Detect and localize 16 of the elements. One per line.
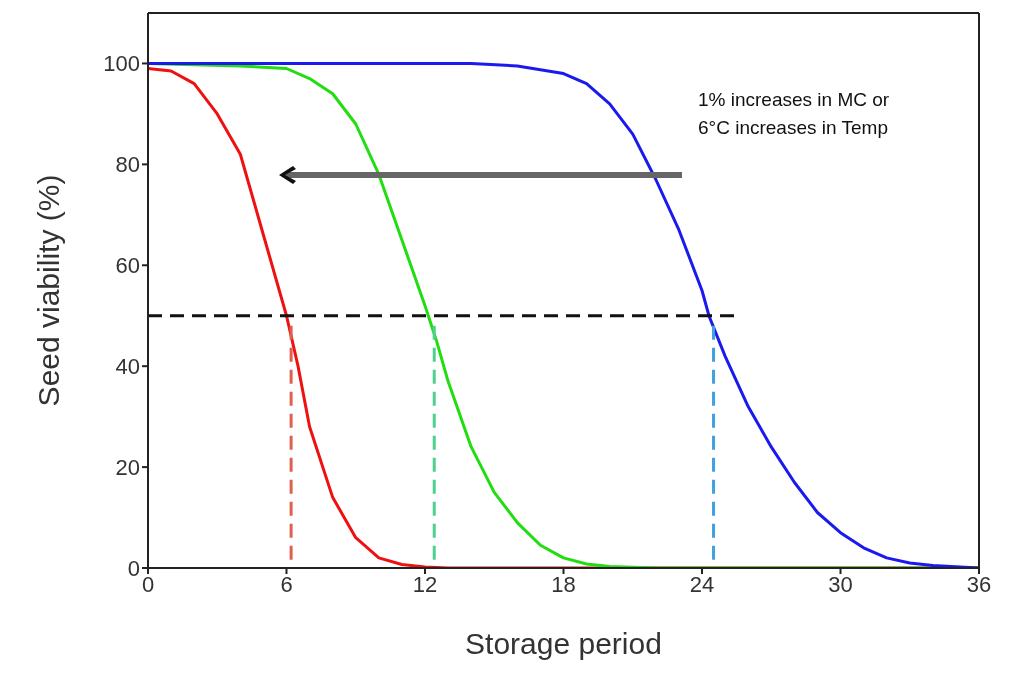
- x-tick-label: 24: [689, 571, 715, 597]
- y-tick-label: 20: [115, 454, 140, 480]
- x-tick-label: 12: [412, 571, 438, 597]
- y-tick-label: 40: [115, 353, 140, 379]
- y-tick-label: 60: [115, 253, 140, 279]
- x-tick-label: 36: [966, 571, 992, 597]
- x-tick-label: 6: [280, 571, 293, 597]
- y-tick-label: 100: [103, 51, 140, 77]
- x-tick-label: 18: [551, 571, 576, 597]
- y-tick-label: 80: [115, 152, 140, 178]
- annotation: 6°C increases in Temp: [698, 116, 889, 140]
- y-axis-title: Seed viability (%): [31, 174, 65, 407]
- y-tick-label: 0: [127, 555, 140, 581]
- x-axis-title: Storage period: [465, 627, 662, 660]
- annotation: 1% increases in MC or: [698, 88, 890, 112]
- x-tick-label: 30: [828, 571, 853, 597]
